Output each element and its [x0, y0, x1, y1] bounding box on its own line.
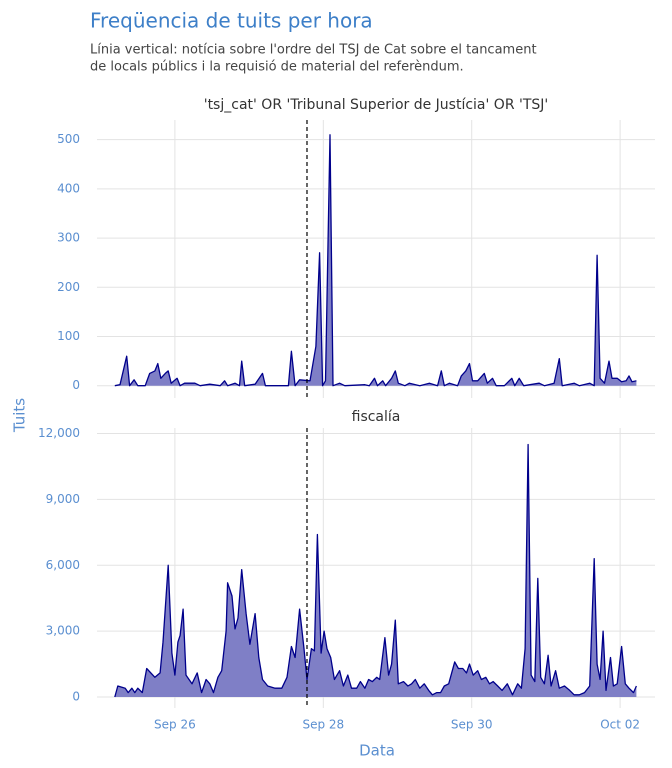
line: [114, 134, 637, 387]
subtitle: de locals públics i la requisió de mater…: [90, 60, 464, 75]
panel-title: fiscalía: [352, 409, 401, 425]
y-tick-label: 400: [57, 181, 80, 195]
y-tick-label: 500: [57, 132, 80, 146]
y-tick-label: 3,000: [46, 624, 80, 638]
y-tick-label: 6,000: [46, 558, 80, 572]
area: [114, 444, 637, 698]
y-axis-label: Tuits: [11, 398, 29, 433]
area: [114, 134, 637, 386]
y-tick-label: 9,000: [46, 492, 80, 506]
y-tick-label: 12,000: [38, 426, 80, 440]
line: [114, 443, 637, 698]
x-tick-label: Sep 28: [302, 718, 344, 732]
y-tick-label: 0: [72, 690, 80, 704]
chart-title: Freqüencia de tuits per hora: [90, 9, 373, 33]
y-tick-label: 100: [57, 329, 80, 343]
subtitle: Línia vertical: notícia sobre l'ordre de…: [90, 43, 537, 58]
x-tick-label: Oct 02: [600, 718, 640, 732]
x-tick-label: Sep 26: [154, 718, 196, 732]
y-tick-label: 200: [57, 280, 80, 294]
y-tick-label: 0: [72, 378, 80, 392]
x-tick-label: Sep 30: [451, 718, 493, 732]
y-tick-label: 300: [57, 231, 80, 245]
x-axis-label: Data: [359, 742, 395, 760]
panel-title: 'tsj_cat' OR 'Tribunal Superior de Justí…: [204, 97, 549, 113]
